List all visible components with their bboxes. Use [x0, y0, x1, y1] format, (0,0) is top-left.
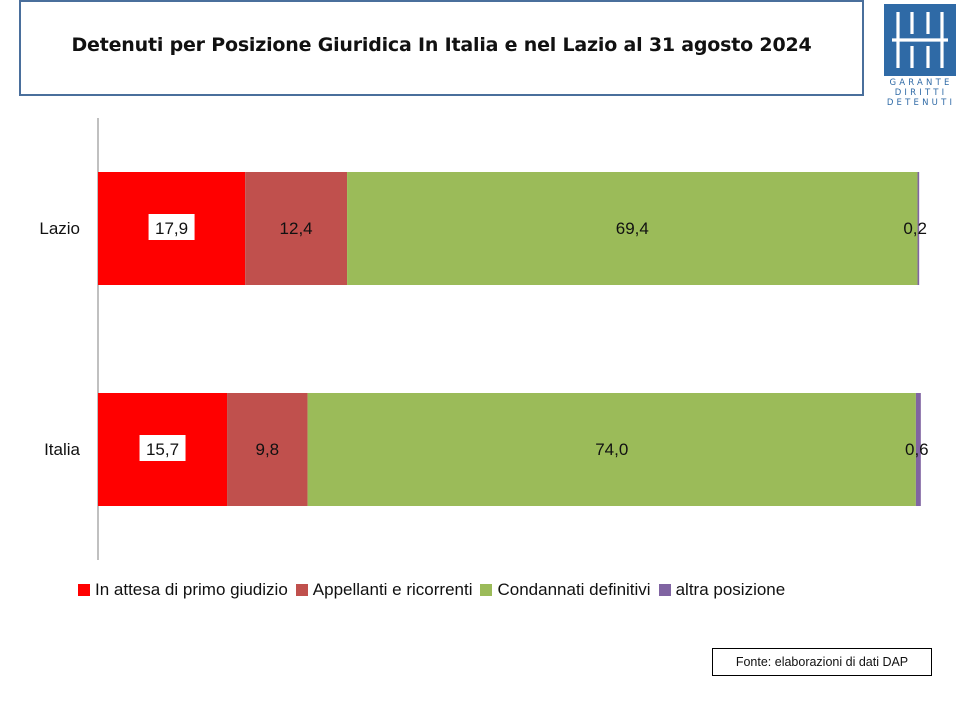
garante-logo: GARANTE DIRITTI DETENUTI — [882, 4, 960, 110]
legend-item-0: In attesa di primo giudizio — [78, 580, 288, 600]
data-label-lazio-series-3: 0,2 — [903, 219, 927, 238]
category-label-lazio: Lazio — [39, 219, 80, 238]
bar-italia-series-3 — [915, 393, 921, 506]
data-label-italia-series-1: 9,8 — [256, 440, 280, 459]
legend-label-2: Condannati definitivi — [497, 580, 651, 599]
data-label-bg-italia — [139, 435, 186, 461]
data-label-lazio-series-2: 69,4 — [616, 219, 649, 238]
legend-item-2: Condannati definitivi — [480, 580, 651, 600]
legend-item-1: Appellanti e ricorrenti — [295, 580, 473, 600]
data-label-lazio-series-1: 12,4 — [280, 219, 313, 238]
data-label-italia-series-3: 0,6 — [905, 440, 929, 459]
legend-label-0: In attesa di primo giudizio — [95, 580, 288, 599]
bar-lazio-series-3 — [917, 172, 920, 285]
legend-item-3: altra posizione — [658, 580, 786, 600]
bar-lazio-series-1 — [245, 172, 348, 285]
category-label-italia: Italia — [44, 440, 80, 459]
legend-swatch-2 — [480, 584, 493, 596]
bar-italia-series-1 — [227, 393, 308, 506]
legend-swatch-1 — [295, 584, 308, 596]
data-label-lazio-series-0: 17,9 — [155, 219, 188, 238]
legend-label-3: altra posizione — [675, 580, 786, 599]
logo-line-2: DIRITTI — [894, 88, 948, 98]
logo-line-3: DETENUTI — [886, 98, 956, 108]
chart-title: Detenuti per Posizione Giuridica In Ital… — [71, 34, 812, 56]
logo-line-1: GARANTE — [889, 78, 953, 88]
data-label-bg-lazio — [148, 214, 195, 240]
legend-swatch-0 — [78, 584, 90, 596]
data-label-italia-series-0: 15,7 — [146, 440, 179, 459]
source-note: Fonte: elaborazioni di dati DAP — [712, 648, 932, 676]
chart-legend: In attesa di primo giudizio Appellanti e … — [78, 580, 793, 600]
bar-italia-series-2 — [307, 393, 916, 506]
bar-lazio-series-2 — [347, 172, 918, 285]
logo-emblem — [884, 4, 956, 76]
data-label-italia-series-2: 74,0 — [595, 440, 628, 459]
legend-swatch-3 — [658, 584, 671, 596]
title-box: Detenuti per Posizione Giuridica In Ital… — [19, 0, 864, 96]
stacked-bar-chart: Lazio 17,9 12,4 69,4 0,2 Italia 15,7 9,8 74,0 0,6 — [39, 118, 929, 560]
legend-label-1: Appellanti e ricorrenti — [312, 580, 473, 599]
